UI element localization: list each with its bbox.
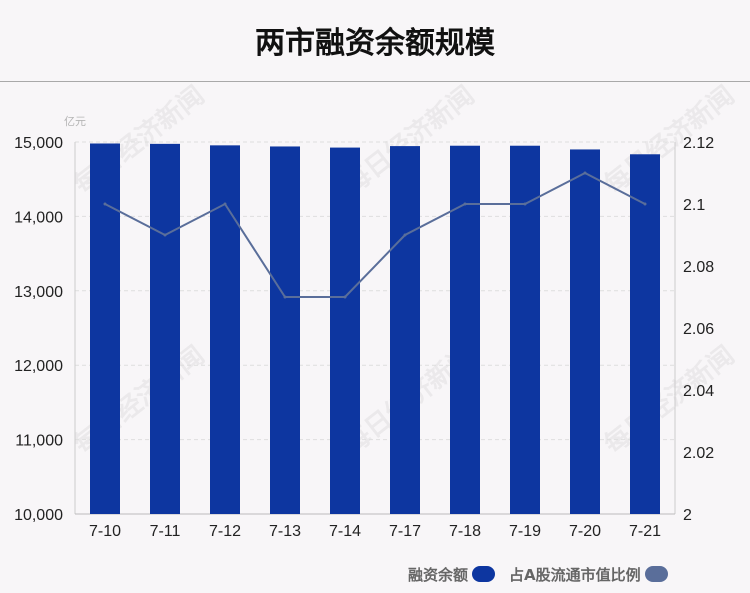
bar bbox=[270, 146, 300, 515]
ratio-line bbox=[104, 171, 646, 298]
bar bbox=[450, 145, 480, 514]
legend-item-market-ratio: 占A股流通市值比例 bbox=[509, 564, 668, 585]
ratio-point bbox=[283, 295, 287, 299]
y-tick-label-right: 2 bbox=[683, 507, 692, 524]
bar bbox=[330, 147, 360, 514]
y-tick-label-left: 12,000 bbox=[14, 358, 63, 375]
y-tick-label-right: 2.04 bbox=[683, 383, 714, 400]
ratio-point bbox=[523, 202, 527, 206]
y-tick-label-left: 13,000 bbox=[14, 284, 63, 301]
y-tick-label-left: 15,000 bbox=[14, 135, 63, 152]
y-axis-unit: 亿元 bbox=[64, 115, 86, 128]
chart-title: 两市融资余额规模 bbox=[255, 26, 495, 61]
y-tick-label-right: 2.12 bbox=[683, 135, 714, 152]
y-tick-label-right: 2.02 bbox=[683, 445, 714, 462]
legend-label-market-ratio: 占A股流通市值比例 bbox=[509, 565, 641, 584]
y-tick-label-left: 10,000 bbox=[14, 507, 63, 524]
x-tick-label: 7-13 bbox=[269, 523, 301, 540]
ratio-point bbox=[643, 202, 647, 206]
x-tick-label: 7-19 bbox=[509, 523, 541, 540]
x-tick-label: 7-14 bbox=[329, 523, 361, 540]
y-tick-label-right: 2.1 bbox=[683, 197, 705, 214]
x-tick-label: 7-17 bbox=[389, 523, 421, 540]
x-tick-label: 7-11 bbox=[150, 523, 181, 540]
legend-swatch-financing-balance bbox=[472, 566, 496, 582]
ratio-point bbox=[343, 295, 347, 299]
bar bbox=[630, 154, 660, 514]
x-tick-label: 7-18 bbox=[449, 523, 481, 540]
ratio-point bbox=[103, 202, 107, 206]
bar bbox=[390, 146, 420, 515]
ratio-point bbox=[463, 202, 467, 206]
bar bbox=[150, 143, 180, 515]
x-tick-label: 7-12 bbox=[209, 523, 241, 540]
title-divider bbox=[0, 81, 750, 82]
y-tick-label-right: 2.08 bbox=[683, 259, 714, 276]
ratio-point bbox=[403, 233, 407, 237]
ratio-point bbox=[223, 202, 227, 206]
ratio-point bbox=[163, 233, 167, 237]
x-tick-label: 7-21 bbox=[629, 523, 661, 540]
y-tick-label-left: 11,000 bbox=[15, 433, 63, 450]
y-tick-label-left: 14,000 bbox=[14, 209, 63, 226]
y-tick-label-right: 2.06 bbox=[683, 321, 714, 338]
x-tick-label: 7-20 bbox=[569, 523, 601, 540]
bar bbox=[510, 145, 540, 514]
bar bbox=[570, 149, 600, 514]
bar bbox=[210, 145, 240, 514]
bar bbox=[90, 143, 120, 514]
legend-item-financing-balance: 融资余额 bbox=[408, 564, 496, 585]
legend-label-financing-balance: 融资余额 bbox=[408, 565, 469, 584]
ratio-point bbox=[583, 171, 587, 175]
x-tick-label: 7-10 bbox=[89, 523, 121, 540]
legend: 融资余额 占A股流通市值比例 bbox=[408, 563, 682, 585]
legend-swatch-market-ratio bbox=[644, 566, 668, 582]
